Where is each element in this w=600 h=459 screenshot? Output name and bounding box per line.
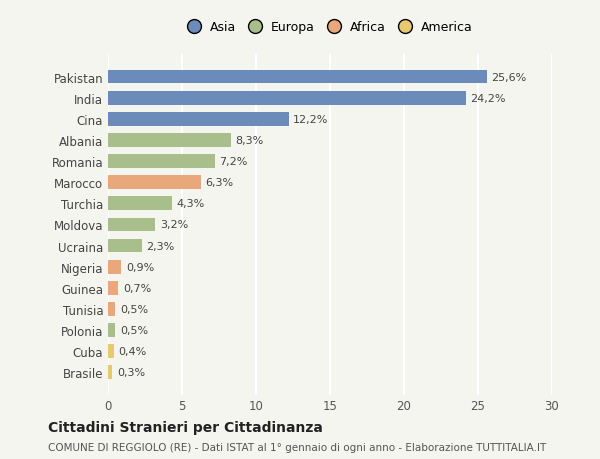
Text: 24,2%: 24,2% — [470, 94, 506, 103]
Text: 0,5%: 0,5% — [120, 304, 148, 314]
Bar — [108, 345, 114, 358]
Text: 7,2%: 7,2% — [219, 157, 247, 167]
Bar — [108, 176, 201, 190]
Bar — [108, 197, 172, 211]
Text: 0,5%: 0,5% — [120, 325, 148, 335]
Text: 4,3%: 4,3% — [176, 199, 205, 209]
Text: 0,7%: 0,7% — [123, 283, 151, 293]
Text: 3,2%: 3,2% — [160, 220, 188, 230]
Text: 0,4%: 0,4% — [118, 347, 146, 356]
Text: 25,6%: 25,6% — [491, 73, 527, 82]
Bar — [108, 324, 115, 337]
Bar — [108, 302, 115, 316]
Bar — [108, 218, 155, 232]
Bar — [108, 281, 118, 295]
Bar — [108, 112, 289, 126]
Bar — [108, 260, 121, 274]
Text: 6,3%: 6,3% — [206, 178, 234, 188]
Text: 12,2%: 12,2% — [293, 115, 328, 124]
Text: 8,3%: 8,3% — [235, 135, 263, 146]
Legend: Asia, Europa, Africa, America: Asia, Europa, Africa, America — [184, 17, 476, 38]
Bar — [108, 366, 112, 379]
Text: Cittadini Stranieri per Cittadinanza: Cittadini Stranieri per Cittadinanza — [48, 420, 323, 435]
Text: 0,9%: 0,9% — [126, 262, 154, 272]
Text: 0,3%: 0,3% — [117, 368, 145, 377]
Text: COMUNE DI REGGIOLO (RE) - Dati ISTAT al 1° gennaio di ogni anno - Elaborazione T: COMUNE DI REGGIOLO (RE) - Dati ISTAT al … — [48, 442, 546, 452]
Bar — [108, 71, 487, 84]
Bar — [108, 92, 466, 105]
Bar — [108, 239, 142, 253]
Bar — [108, 134, 231, 147]
Text: 2,3%: 2,3% — [146, 241, 175, 251]
Bar — [108, 155, 215, 168]
